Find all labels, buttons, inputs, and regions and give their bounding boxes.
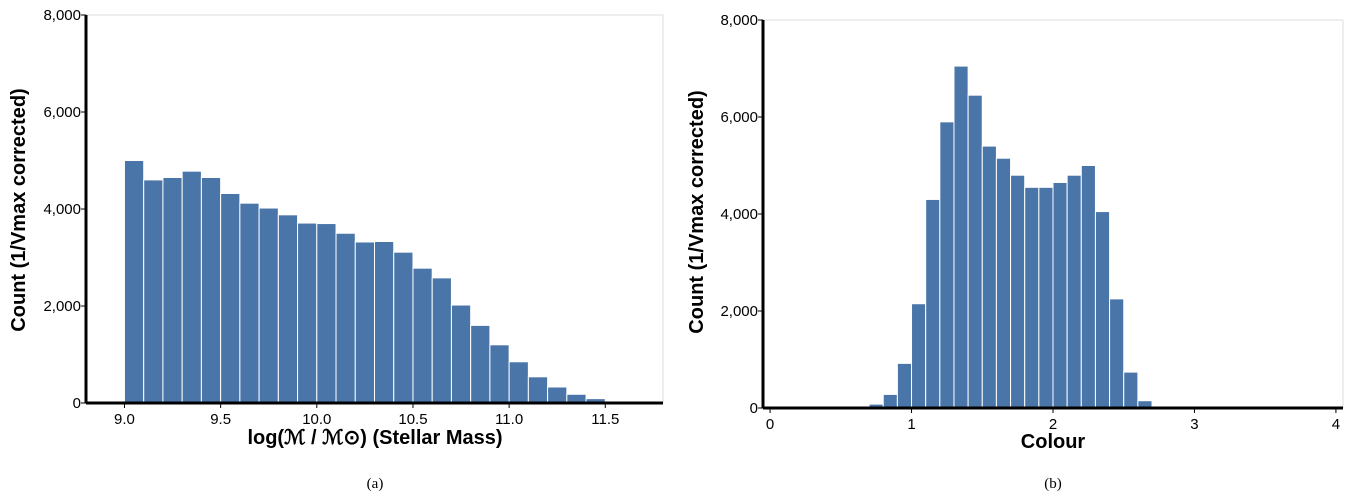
panel-b-bar-8 <box>882 393 898 409</box>
panel-a-y-tick-label-0: 0 <box>73 395 81 412</box>
panel-b-bar-25 <box>1123 371 1139 409</box>
panel-a-bar-16 <box>431 277 452 404</box>
panel-a-bar-20 <box>508 361 529 404</box>
panel-a-bar-10 <box>316 223 337 404</box>
panel-b-x-tick-label-4: 4 <box>1332 416 1340 433</box>
panel-b-bar-21 <box>1066 174 1082 409</box>
panel-b-y-axis-title: Count (1/Vmax corrected) <box>686 90 708 333</box>
panel-a-bar-2 <box>162 176 183 404</box>
panel-a-x-tick-label-3: 10.5 <box>398 411 427 428</box>
panel-b-x-tick-label-3: 3 <box>1190 416 1198 433</box>
panel-b-y-tick-label-3: 6,000 <box>720 109 758 126</box>
panel-a-bar-17 <box>450 304 472 404</box>
panel-a-bar-3 <box>181 170 202 404</box>
panel-a-bar-6 <box>239 202 260 404</box>
panel-b-bar-16 <box>995 157 1012 409</box>
panel-a-x-tick-label-4: 11.0 <box>495 411 523 428</box>
panel-a-x-axis-title: log(ℳ / ℳ⊙) (Stellar Mass) <box>247 427 502 449</box>
panel-a-bar-5 <box>220 192 241 404</box>
panel-a-x-tick-label-2: 10.0 <box>302 411 331 428</box>
panel-b-bar-24 <box>1109 298 1125 409</box>
panel-a-y-axis-title: Count (1/Vmax corrected) <box>8 88 30 331</box>
panel-a-bar-21 <box>527 376 549 404</box>
panel-a-histogram: 0 2,000 4,000 6,000 8,000 9.0 9.5 10.0 10.5 11.0 1… <box>43 7 664 428</box>
panel-a-bar-19 <box>489 344 510 404</box>
panel-b-bar-15 <box>981 145 997 409</box>
panel-b-y-tick-label-4: 8,000 <box>720 12 758 29</box>
panel-b-x-tick-label-0: 0 <box>766 416 774 433</box>
panel-a-x-tick-label-5: 11.5 <box>591 411 619 428</box>
panel-a-x-tick-label-0: 9.0 <box>114 411 135 428</box>
panel-b-caption: (b) <box>1044 476 1062 492</box>
panel-a-bar-8 <box>277 214 299 404</box>
panel-a-bar-4 <box>200 176 222 404</box>
panel-a-bar-13 <box>374 240 395 404</box>
panel-b-y-tick-label-1: 2,000 <box>720 303 758 320</box>
panel-b-bar-11 <box>925 198 941 409</box>
panel-a-bar-0 <box>123 160 145 404</box>
panel-a-bar-14 <box>393 251 414 404</box>
panel-a-y-tick-label-4: 8,000 <box>43 7 81 24</box>
panel-b-histogram: 0 2,000 4,000 6,000 8,000 0 1 2 3 4 <box>720 12 1344 433</box>
panel-b-y-tick-label-0: 0 <box>750 400 758 417</box>
panel-a-bar-1 <box>143 179 164 404</box>
panel-b-bar-23 <box>1094 211 1111 409</box>
panel-a-bar-12 <box>354 241 375 404</box>
panel-a-y-tick-label-3: 6,000 <box>43 104 81 121</box>
panel-b-x-tick-label-2: 2 <box>1049 416 1057 433</box>
panel-b-bar-14 <box>967 94 983 409</box>
panel-b-bar-12 <box>939 121 955 409</box>
panel-b-bar-18 <box>1024 186 1040 409</box>
panel-a-bar-7 <box>258 207 279 404</box>
panel-a-y-tick-label-1: 2,000 <box>43 298 81 315</box>
panel-b-x-axis-title: Colour <box>1021 431 1086 453</box>
panel-a-bar-22 <box>547 386 568 404</box>
panel-a-caption: (a) <box>367 476 384 492</box>
panel-b-bar-22 <box>1080 165 1096 409</box>
panel-a-bar-9 <box>297 222 318 404</box>
panel-b-x-tick-label-1: 1 <box>907 416 915 433</box>
panel-b-bar-9 <box>896 362 913 409</box>
panel-a-y-tick-label-2: 4,000 <box>43 201 81 218</box>
panel-b-bar-20 <box>1052 181 1068 409</box>
panel-b-bar-13 <box>953 65 969 409</box>
panel-b-y-tick-label-2: 4,000 <box>720 206 758 223</box>
panel-a-x-tick-label-1: 9.5 <box>210 411 231 428</box>
panel-b-bar-19 <box>1038 186 1054 409</box>
panel-a-bar-18 <box>470 324 491 404</box>
panel-a-bar-11 <box>335 232 356 404</box>
panel-a-bar-15 <box>412 267 433 404</box>
panel-b-bar-17 <box>1010 174 1026 409</box>
panel-b-bar-10 <box>911 303 927 409</box>
